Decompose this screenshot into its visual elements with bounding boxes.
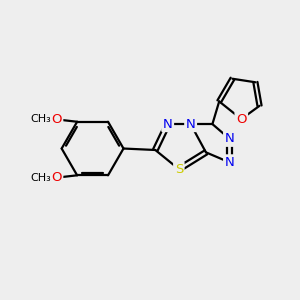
Text: O: O bbox=[51, 171, 62, 184]
Text: N: N bbox=[163, 118, 172, 130]
Text: O: O bbox=[51, 113, 62, 126]
Text: O: O bbox=[236, 112, 247, 126]
Text: N: N bbox=[225, 132, 234, 145]
Text: S: S bbox=[175, 163, 183, 176]
Text: CH₃: CH₃ bbox=[30, 173, 51, 183]
Text: CH₃: CH₃ bbox=[30, 114, 51, 124]
Text: N: N bbox=[225, 156, 234, 169]
Text: N: N bbox=[186, 118, 196, 130]
